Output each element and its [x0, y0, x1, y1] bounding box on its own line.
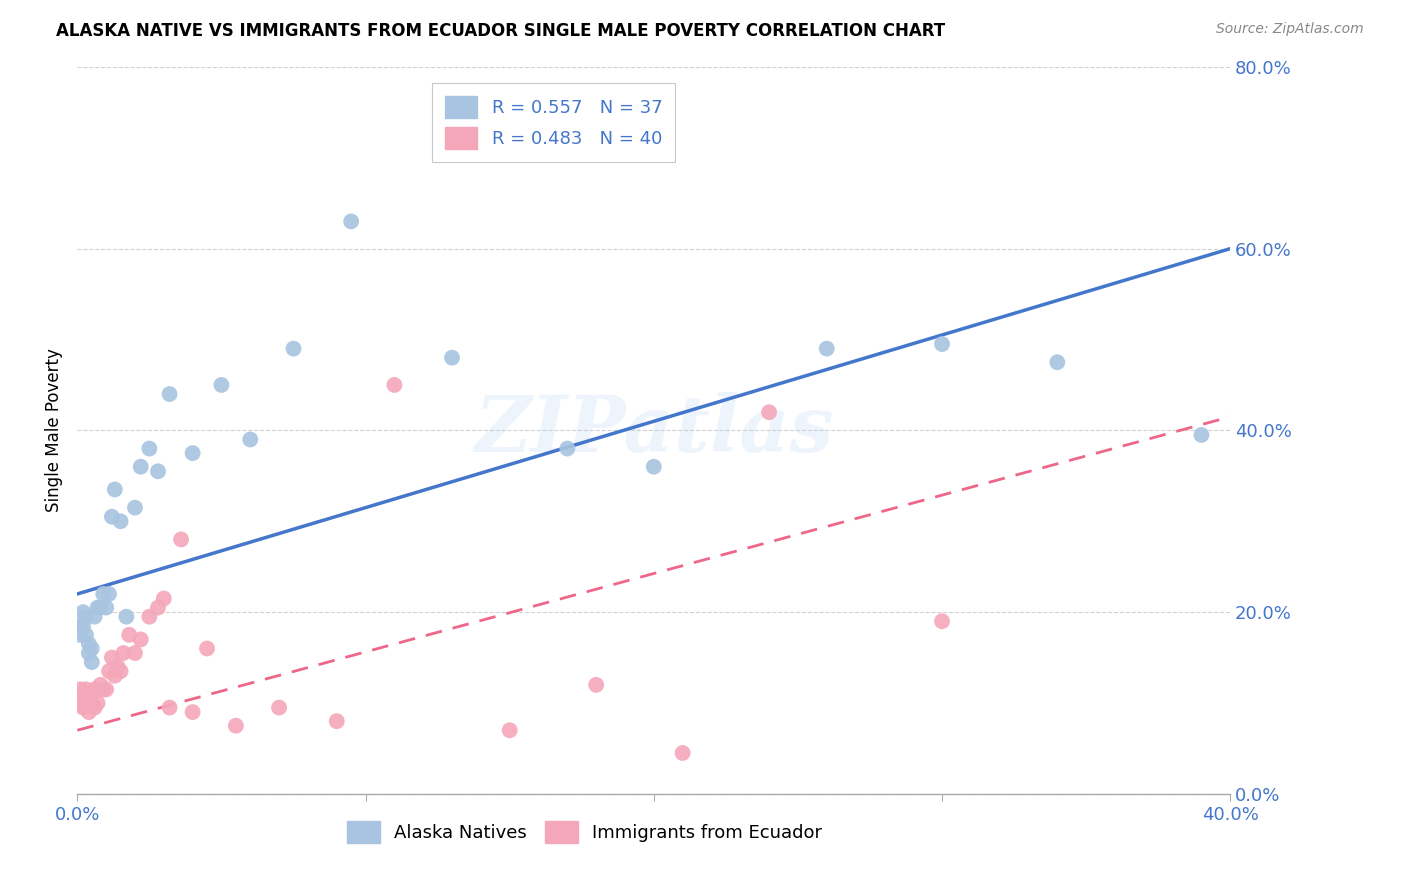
Point — [86, 600, 108, 615]
Point — [181, 446, 204, 460]
Point — [75, 609, 97, 624]
Point — [1191, 428, 1213, 442]
Point — [1046, 355, 1069, 369]
Point — [69, 696, 91, 710]
Point — [77, 705, 100, 719]
Point — [104, 669, 127, 683]
Point — [72, 700, 94, 714]
Point — [557, 442, 579, 456]
Point — [96, 682, 118, 697]
Point — [129, 459, 152, 474]
Point — [75, 696, 97, 710]
Point — [170, 533, 193, 547]
Point — [239, 433, 262, 447]
Point — [758, 405, 780, 419]
Point — [83, 700, 105, 714]
Point — [80, 655, 103, 669]
Point — [83, 682, 105, 697]
Text: Source: ZipAtlas.com: Source: ZipAtlas.com — [1216, 22, 1364, 37]
Point — [77, 691, 100, 706]
Text: ZIPatlas: ZIPatlas — [474, 392, 834, 468]
Point — [101, 509, 124, 524]
Point — [159, 387, 181, 401]
Point — [91, 587, 114, 601]
Point — [325, 714, 349, 728]
Point — [83, 609, 105, 624]
Legend: Alaska Natives, Immigrants from Ecuador: Alaska Natives, Immigrants from Ecuador — [340, 814, 830, 850]
Point — [98, 664, 121, 678]
Point — [441, 351, 464, 365]
Point — [101, 650, 124, 665]
Point — [115, 609, 138, 624]
Point — [110, 514, 132, 528]
Point — [181, 705, 204, 719]
Point — [89, 678, 111, 692]
Point — [195, 641, 218, 656]
Text: ALASKA NATIVE VS IMMIGRANTS FROM ECUADOR SINGLE MALE POVERTY CORRELATION CHART: ALASKA NATIVE VS IMMIGRANTS FROM ECUADOR… — [56, 22, 945, 40]
Point — [72, 619, 94, 633]
Point — [69, 619, 91, 633]
Point — [77, 646, 100, 660]
Point — [72, 687, 94, 701]
Point — [72, 605, 94, 619]
Point — [75, 682, 97, 697]
Point — [815, 342, 838, 356]
Point — [104, 483, 127, 497]
Point — [211, 378, 233, 392]
Point — [931, 337, 953, 351]
Y-axis label: Single Male Poverty: Single Male Poverty — [45, 349, 63, 512]
Point — [672, 746, 695, 760]
Point — [77, 637, 100, 651]
Point — [86, 696, 108, 710]
Point — [643, 459, 665, 474]
Point — [118, 628, 141, 642]
Point — [107, 659, 129, 673]
Point — [80, 687, 103, 701]
Point — [129, 632, 152, 647]
Point — [124, 646, 146, 660]
Point — [124, 500, 146, 515]
Point — [267, 700, 291, 714]
Point — [96, 600, 118, 615]
Point — [153, 591, 174, 606]
Point — [80, 641, 103, 656]
Point — [225, 719, 247, 733]
Point — [931, 614, 953, 628]
Point — [499, 723, 522, 738]
Point — [138, 609, 160, 624]
Point — [146, 464, 169, 478]
Point — [91, 682, 114, 697]
Point — [585, 678, 607, 692]
Point — [98, 587, 121, 601]
Point — [382, 378, 406, 392]
Point — [283, 342, 305, 356]
Point — [89, 600, 111, 615]
Point — [110, 664, 132, 678]
Point — [146, 600, 169, 615]
Point — [112, 646, 135, 660]
Point — [69, 628, 91, 642]
Point — [69, 682, 91, 697]
Point — [340, 214, 363, 228]
Point — [75, 628, 97, 642]
Point — [138, 442, 160, 456]
Point — [159, 700, 181, 714]
